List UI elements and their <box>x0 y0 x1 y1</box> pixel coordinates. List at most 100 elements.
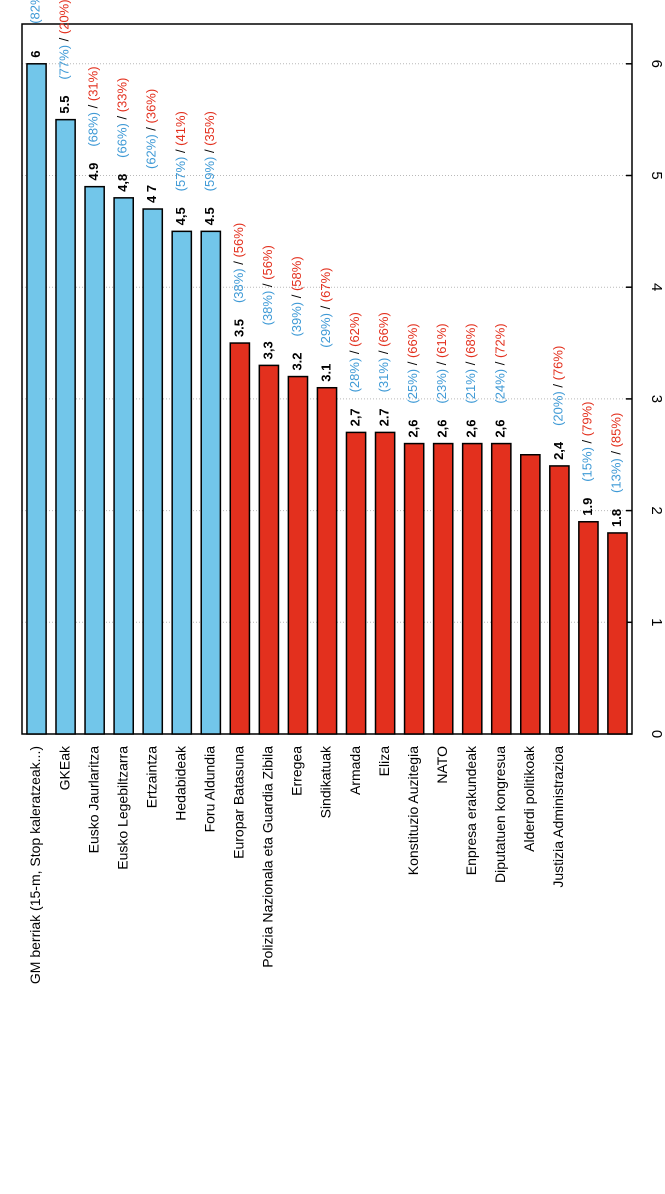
distrust-percent: (33%) <box>115 78 130 113</box>
distrust-percent: (35%) <box>202 111 217 146</box>
percent-separator: / <box>318 302 333 313</box>
category-label: Polizia Nazionala eta Guardia Zibila <box>260 746 276 968</box>
bar <box>432 442 454 735</box>
category-label: Armada <box>347 746 363 795</box>
distrust-percent: (56%) <box>231 223 246 258</box>
percent-separator: / <box>551 380 566 391</box>
distrust-percent: (20%) <box>57 0 72 34</box>
distrust-percent: (36%) <box>144 89 159 124</box>
bar <box>403 442 425 735</box>
category-label: Enpresa erakundeak <box>463 745 479 875</box>
category-label: Alderdi politikoak <box>521 745 537 852</box>
value-label: 4.5 <box>202 207 217 225</box>
distrust-percent: (62%) <box>347 312 362 347</box>
trust-percent: (20%) <box>551 391 566 426</box>
percent-label: (38%) / (56%) <box>260 245 275 325</box>
distrust-percent: (31%) <box>86 66 101 101</box>
bar <box>26 63 47 735</box>
percent-label: (31%) / (66%) <box>377 312 392 392</box>
distrust-percent: (56%) <box>260 245 275 280</box>
trust-percent: (66%) <box>115 123 130 158</box>
category-label: Eliza <box>376 746 392 777</box>
percent-separator: / <box>202 146 217 157</box>
value-label: 5.5 <box>57 96 72 114</box>
category-label: Eusko Legebiltzarra <box>114 746 130 870</box>
category-label: Konstituzio Auzitegia <box>405 746 421 875</box>
axis-tick-label: 6 <box>648 60 665 68</box>
percent-label: (23%) / (61%) <box>435 323 450 403</box>
distrust-percent: (66%) <box>406 323 421 358</box>
percent-separator: / <box>57 34 72 45</box>
distrust-percent: (58%) <box>289 256 304 291</box>
value-label: 4,8 <box>115 174 130 192</box>
category-label: Eusko Jaurlaritza <box>85 746 101 854</box>
percent-label: (59%) / (35%) <box>202 111 217 191</box>
bar <box>229 342 251 735</box>
trust-percent: (57%) <box>173 157 188 192</box>
percent-separator: / <box>231 258 246 269</box>
distrust-percent: (66%) <box>377 312 392 347</box>
trust-percent: (62%) <box>144 134 159 169</box>
axis-tick-label: 5 <box>648 171 665 179</box>
bar <box>549 465 570 735</box>
percent-separator: / <box>260 280 275 291</box>
trust-percent: (31%) <box>377 358 392 393</box>
percent-label: (39%) / (58%) <box>289 256 304 336</box>
trust-percent: (82%) <box>28 0 43 24</box>
distrust-percent: (67%) <box>318 268 333 303</box>
percent-label: (62%) / (36%) <box>144 89 159 169</box>
axis-tick-label: 3 <box>648 395 665 403</box>
bar <box>258 364 280 735</box>
percent-separator: / <box>86 101 101 112</box>
value-label: 2,7 <box>347 408 362 426</box>
percent-label: (13%) / (85%) <box>609 413 624 493</box>
value-label: 2,6 <box>435 420 450 438</box>
percent-separator: / <box>144 123 159 134</box>
axis-tick-label: 4 <box>648 283 665 291</box>
bar <box>142 208 164 735</box>
value-label: 1.9 <box>580 498 595 516</box>
category-label: GKEak <box>56 745 72 790</box>
bar <box>113 197 135 735</box>
bar <box>490 442 512 735</box>
value-label: 2,6 <box>406 420 421 438</box>
category-label: Justizia Administrazioa <box>550 746 566 888</box>
value-label: 4.9 <box>86 163 101 181</box>
percent-label: (66%) / (33%) <box>115 78 130 158</box>
bar <box>578 521 599 735</box>
percent-separator: / <box>115 112 130 123</box>
value-label: 3,3 <box>260 341 275 359</box>
value-label: 4,5 <box>173 207 188 225</box>
percent-separator: / <box>173 146 188 157</box>
bar <box>607 532 628 735</box>
trust-percent: (28%) <box>347 358 362 393</box>
trust-percent: (38%) <box>260 291 275 326</box>
category-label: Erregea <box>289 746 305 796</box>
percent-separator: / <box>289 291 304 302</box>
percent-label: (77%) / (20%) <box>57 0 72 80</box>
trust-percent: (25%) <box>406 369 421 404</box>
axis-tick-label: 2 <box>648 506 665 514</box>
percent-label: (68%) / (31%) <box>86 66 101 146</box>
percent-separator: / <box>406 358 421 369</box>
percent-label: (15%) / (79%) <box>580 402 595 482</box>
trust-percent: (15%) <box>580 447 595 482</box>
bar <box>171 230 193 735</box>
bar <box>287 375 309 735</box>
percent-separator: / <box>464 358 479 369</box>
percent-label: (29%) / (67%) <box>318 268 333 348</box>
percent-separator: / <box>347 347 362 358</box>
percent-label: (28%) / (62%) <box>347 312 362 392</box>
percent-label: (57%) / (41%) <box>173 111 188 191</box>
bar <box>55 118 76 735</box>
axis-tick-label: 0 <box>648 730 665 738</box>
value-label: 2.7 <box>377 408 392 426</box>
category-label: Europar Batasuna <box>231 746 247 859</box>
distrust-percent: (79%) <box>580 402 595 437</box>
percent-label: (20%) / (76%) <box>551 346 566 426</box>
value-label: 3.1 <box>318 364 333 382</box>
axis-tick-label: 1 <box>648 618 665 626</box>
trust-percent: (77%) <box>57 45 72 80</box>
